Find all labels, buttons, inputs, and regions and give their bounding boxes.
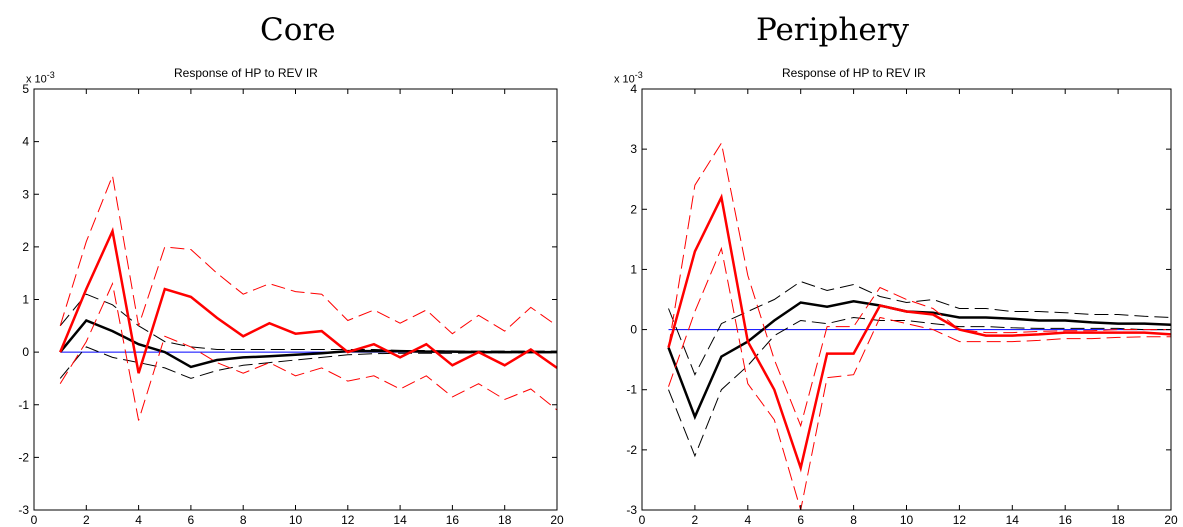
- core-xtick-label: 20: [550, 513, 564, 527]
- periphery-scale-label: x 10-3: [614, 70, 643, 86]
- core-xtick-label: 18: [498, 513, 512, 527]
- periphery-xtick-label: 10: [900, 513, 914, 527]
- core-ytick-label: -1: [18, 398, 29, 412]
- periphery-xtick-label: 18: [1111, 513, 1125, 527]
- core-xtick-label: 14: [393, 513, 407, 527]
- periphery-xtick-label: 20: [1164, 513, 1178, 527]
- periphery-heading: Periphery: [756, 12, 910, 48]
- core-heading: Core: [260, 12, 336, 48]
- core-series-red-mean: [59, 226, 558, 374]
- periphery-axes-box: [641, 88, 1172, 511]
- core-ytick-label: 5: [22, 82, 29, 96]
- core-series-red-lower: [59, 282, 558, 421]
- periphery-series-black-lower: [668, 316, 1171, 458]
- periphery-ytick-label: 3: [630, 142, 637, 156]
- core-xtick-label: 16: [446, 513, 460, 527]
- core-ytick-label: -3: [18, 503, 29, 517]
- core-xtick-label: 6: [188, 513, 195, 527]
- core-xtick-label: 4: [135, 513, 142, 527]
- periphery-series-black-upper: [668, 280, 1172, 376]
- periphery-ytick-label: 0: [630, 323, 637, 337]
- periphery-series-red-upper: [668, 141, 1171, 428]
- core-series-black-mean: [59, 318, 557, 369]
- core-plot-title: Response of HP to REV IR: [174, 66, 318, 80]
- core-ytick-label: 2: [22, 240, 29, 254]
- core-series-red-upper: [59, 173, 558, 335]
- core-ytick-label: 4: [22, 135, 29, 149]
- periphery-xtick-label: 16: [1059, 513, 1073, 527]
- periphery-ytick-label: 1: [630, 262, 637, 276]
- periphery-series-red-lower: [668, 246, 1171, 511]
- core-ytick-label: 1: [22, 293, 29, 307]
- periphery-xtick-label: 2: [692, 513, 699, 527]
- core-axes-box: [33, 88, 558, 511]
- periphery-ytick-label: -3: [626, 503, 637, 517]
- core-ytick-label: 0: [22, 345, 29, 359]
- periphery-xtick-label: 14: [1006, 513, 1020, 527]
- periphery-ytick-label: -2: [626, 443, 637, 457]
- periphery-ytick-label: -1: [626, 383, 637, 397]
- periphery-xtick-label: 6: [797, 513, 804, 527]
- periphery-xtick-label: 8: [850, 513, 857, 527]
- core-xtick-label: 2: [83, 513, 90, 527]
- periphery-xtick-label: 0: [639, 513, 646, 527]
- core-ytick-label: -2: [18, 450, 29, 464]
- core-xtick-label: 8: [240, 513, 247, 527]
- core-ytick-label: 3: [22, 187, 29, 201]
- periphery-series-red-mean: [667, 193, 1172, 473]
- periphery-ytick-label: 4: [630, 82, 637, 96]
- core-xtick-label: 0: [31, 513, 38, 527]
- periphery-xtick-label: 12: [953, 513, 967, 527]
- periphery-ytick-label: 2: [630, 202, 637, 216]
- core-xtick-label: 10: [289, 513, 303, 527]
- core-scale-label: x 10-3: [26, 70, 55, 86]
- periphery-plot-title: Response of HP to REV IR: [782, 66, 926, 80]
- core-xtick-label: 12: [341, 513, 355, 527]
- core-series-black-lower: [59, 346, 557, 379]
- periphery-xtick-label: 4: [744, 513, 751, 527]
